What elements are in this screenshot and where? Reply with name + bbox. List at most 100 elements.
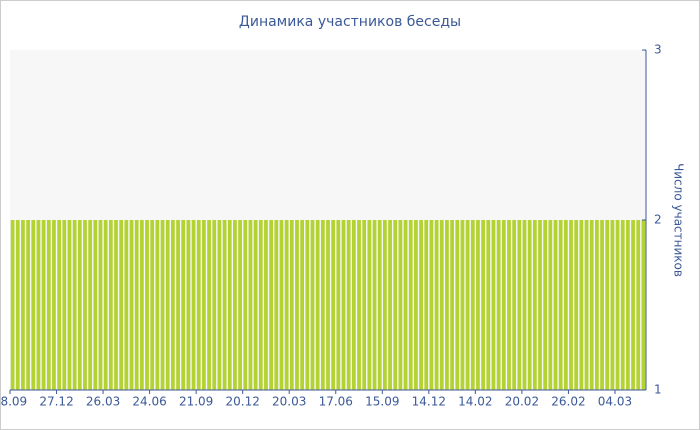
bar [52, 220, 56, 390]
bar [176, 220, 180, 390]
bar [470, 220, 475, 390]
bar [222, 220, 227, 390]
bar [253, 220, 258, 390]
bar [569, 220, 573, 390]
x-tick-label: 17.06 [319, 395, 353, 409]
bar [207, 220, 211, 390]
bar [341, 220, 346, 390]
bar [160, 220, 165, 390]
bar [21, 220, 25, 390]
bar [465, 220, 470, 390]
x-tick-label: 20.12 [226, 395, 260, 409]
bar [626, 220, 630, 390]
bar [377, 220, 382, 390]
bar [408, 220, 413, 390]
bar [419, 220, 423, 390]
bar [600, 220, 604, 390]
bar [501, 220, 506, 390]
x-tick-label: 14.12 [412, 395, 446, 409]
bar [46, 220, 51, 390]
x-tick-label: 26.02 [551, 395, 585, 409]
bar [212, 220, 217, 390]
bar [202, 220, 206, 390]
y-tick-label: 3 [654, 43, 662, 57]
bar [429, 220, 434, 390]
bar [512, 220, 517, 390]
bar [170, 220, 175, 390]
bar [362, 220, 367, 390]
bar [227, 220, 232, 390]
bar [351, 220, 356, 390]
bar [605, 220, 610, 390]
bar [181, 220, 186, 390]
x-tick-label: 04.03 [598, 395, 632, 409]
bar [398, 220, 403, 390]
x-tick-label: 20.02 [505, 395, 539, 409]
bar [388, 220, 392, 390]
bar [26, 220, 30, 390]
bar [496, 220, 501, 390]
bar [248, 220, 253, 390]
bar [93, 220, 98, 390]
bar [636, 220, 641, 390]
bar [284, 220, 289, 390]
y-tick-label: 1 [654, 383, 662, 397]
bar [558, 220, 563, 390]
bar [114, 220, 118, 390]
bar [264, 220, 268, 390]
bar [357, 220, 361, 390]
bar [450, 220, 454, 390]
bar [336, 220, 341, 390]
bar [165, 220, 170, 390]
bar [424, 220, 429, 390]
bar [108, 220, 113, 390]
bar [139, 220, 144, 390]
x-tick-label: 27.12 [39, 395, 73, 409]
bar [15, 220, 20, 390]
bar [538, 220, 542, 390]
x-tick-label: 24.06 [132, 395, 166, 409]
bar [594, 220, 599, 390]
bar [631, 220, 635, 390]
bar [439, 220, 444, 390]
x-tick-label: 15.09 [365, 395, 399, 409]
bar [274, 220, 279, 390]
bar [610, 220, 615, 390]
bar [615, 220, 620, 390]
bar [145, 220, 149, 390]
bar [563, 220, 568, 390]
y-tick-label: 2 [654, 213, 662, 227]
bar [310, 220, 315, 390]
bar [403, 220, 408, 390]
bar [191, 220, 196, 390]
bar [455, 220, 460, 390]
x-tick-label: 28.09 [0, 395, 27, 409]
bar [589, 220, 594, 390]
bar [393, 220, 398, 390]
bar [372, 220, 377, 390]
bar [326, 220, 330, 390]
bar [134, 220, 139, 390]
bar [83, 220, 87, 390]
bar [258, 220, 263, 390]
bar [57, 220, 62, 390]
bar [279, 220, 284, 390]
bar [584, 220, 589, 390]
bar [77, 220, 82, 390]
bar [517, 220, 522, 390]
bar [269, 220, 274, 390]
bar [382, 220, 387, 390]
bar [88, 220, 93, 390]
bar [103, 220, 108, 390]
bar [150, 220, 155, 390]
bar [320, 220, 325, 390]
bar [532, 220, 537, 390]
bar [129, 220, 134, 390]
bar [507, 220, 511, 390]
bar [67, 220, 72, 390]
bar [543, 220, 548, 390]
x-tick-label: 26.03 [86, 395, 120, 409]
bar [346, 220, 351, 390]
bar [72, 220, 77, 390]
